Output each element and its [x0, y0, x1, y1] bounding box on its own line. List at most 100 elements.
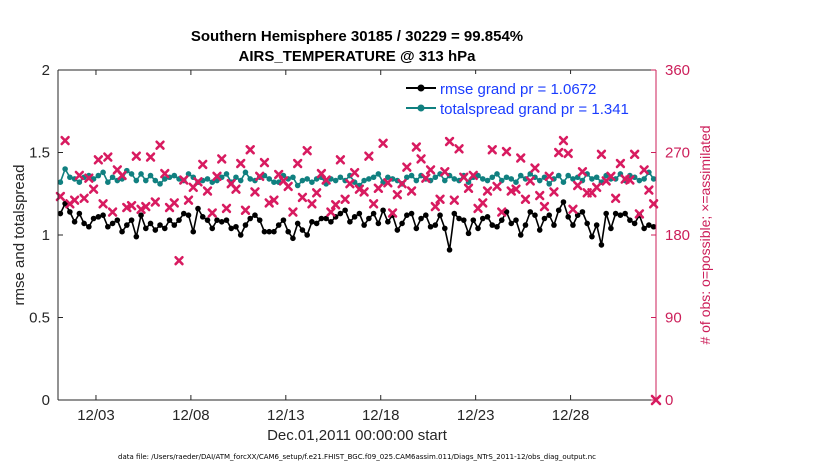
obs-marker: [198, 159, 208, 170]
data-point: [503, 174, 510, 181]
obs-marker: [179, 175, 189, 185]
data-point: [418, 215, 424, 222]
obs-marker: [492, 181, 502, 192]
data-point: [67, 209, 73, 215]
obs-marker: [596, 149, 607, 160]
obs-marker: [231, 184, 241, 194]
data-point: [517, 232, 524, 238]
data-point: [527, 209, 534, 215]
data-point: [62, 166, 68, 172]
chart-title-line2: AIRS_TEMPERATURE @ 313 hPa: [239, 48, 477, 65]
data-point: [190, 228, 197, 235]
data-point: [313, 220, 320, 227]
obs-marker: [368, 199, 379, 209]
data-point: [593, 174, 600, 181]
data-point: [475, 225, 481, 232]
obs-marker: [155, 140, 165, 150]
obs-marker: [136, 204, 146, 215]
obs-marker: [217, 154, 227, 164]
data-point: [256, 217, 263, 223]
data-point: [261, 228, 268, 235]
data-point: [95, 172, 102, 179]
right-ticks: 0 90 180 270 360: [651, 62, 690, 409]
data-point: [404, 174, 410, 181]
data-point: [641, 225, 647, 232]
obs-marker: [349, 167, 360, 178]
data-point: [328, 219, 334, 225]
obs-marker: [84, 173, 94, 183]
obs-marker: [468, 170, 478, 181]
obs-marker: [639, 165, 649, 175]
obs-marker: [98, 199, 108, 209]
data-point: [152, 227, 159, 233]
obs-marker: [554, 147, 564, 158]
obs-marker: [160, 168, 170, 179]
obs-marker: [520, 194, 531, 204]
data-point: [299, 177, 306, 184]
data-point: [252, 212, 258, 218]
data-point: [465, 230, 472, 237]
data-point: [451, 210, 458, 217]
obs-marker: [141, 201, 151, 212]
data-point: [593, 222, 600, 228]
data-point: [195, 205, 201, 212]
data-point: [385, 174, 391, 181]
left-tick-label: 1.5: [29, 145, 50, 162]
obs-marker: [345, 178, 355, 189]
obs-marker: [615, 158, 626, 169]
data-point: [337, 210, 344, 217]
data-point: [147, 172, 154, 179]
data-point: [598, 242, 605, 248]
legend-entry-totalspread: totalspread grand pr = 1.341: [440, 101, 629, 118]
data-point: [228, 225, 235, 232]
obs-marker: [103, 152, 113, 162]
data-point: [446, 247, 453, 253]
obs-marker: [107, 207, 118, 217]
series-2: [55, 135, 659, 266]
data-point: [242, 222, 249, 228]
data-point: [650, 176, 657, 182]
data-point: [304, 232, 310, 238]
data-point: [370, 210, 377, 217]
obs-marker: [383, 178, 393, 188]
data-point: [233, 174, 239, 181]
data-point: [128, 217, 135, 223]
data-point: [612, 210, 619, 217]
x-tick-label: 12/28: [552, 407, 590, 424]
data-point: [437, 212, 443, 218]
data-point: [579, 209, 586, 215]
data-point: [209, 225, 216, 232]
data-point: [133, 233, 140, 240]
data-point: [508, 176, 515, 182]
obs-marker: [169, 198, 179, 208]
obs-marker: [416, 154, 426, 164]
data-point: [470, 217, 477, 223]
obs-marker: [454, 144, 464, 154]
data-point: [494, 171, 500, 177]
data-point: [570, 176, 576, 182]
data-point: [356, 210, 363, 217]
data-point: [214, 217, 220, 223]
obs-marker: [487, 145, 497, 155]
obs-marker: [93, 155, 104, 165]
obs-marker: [255, 171, 265, 182]
data-point: [603, 210, 609, 217]
data-point: [408, 172, 415, 179]
x-tick-label: 12/23: [457, 407, 495, 424]
data-point: [266, 228, 272, 235]
data-point: [484, 214, 491, 220]
left-tick-label: 0.5: [29, 310, 50, 327]
data-point: [432, 174, 439, 181]
obs-marker: [591, 182, 602, 193]
data-point: [522, 222, 529, 228]
data-point: [413, 225, 420, 232]
data-point: [565, 214, 571, 220]
data-point: [218, 219, 225, 225]
obs-marker: [60, 135, 70, 146]
obs-marker: [250, 187, 260, 197]
data-point: [361, 177, 367, 184]
left-tick-label: 2: [42, 62, 50, 79]
y-axis-label-left: rmse and totalspread: [11, 165, 28, 306]
data-point: [166, 217, 173, 223]
